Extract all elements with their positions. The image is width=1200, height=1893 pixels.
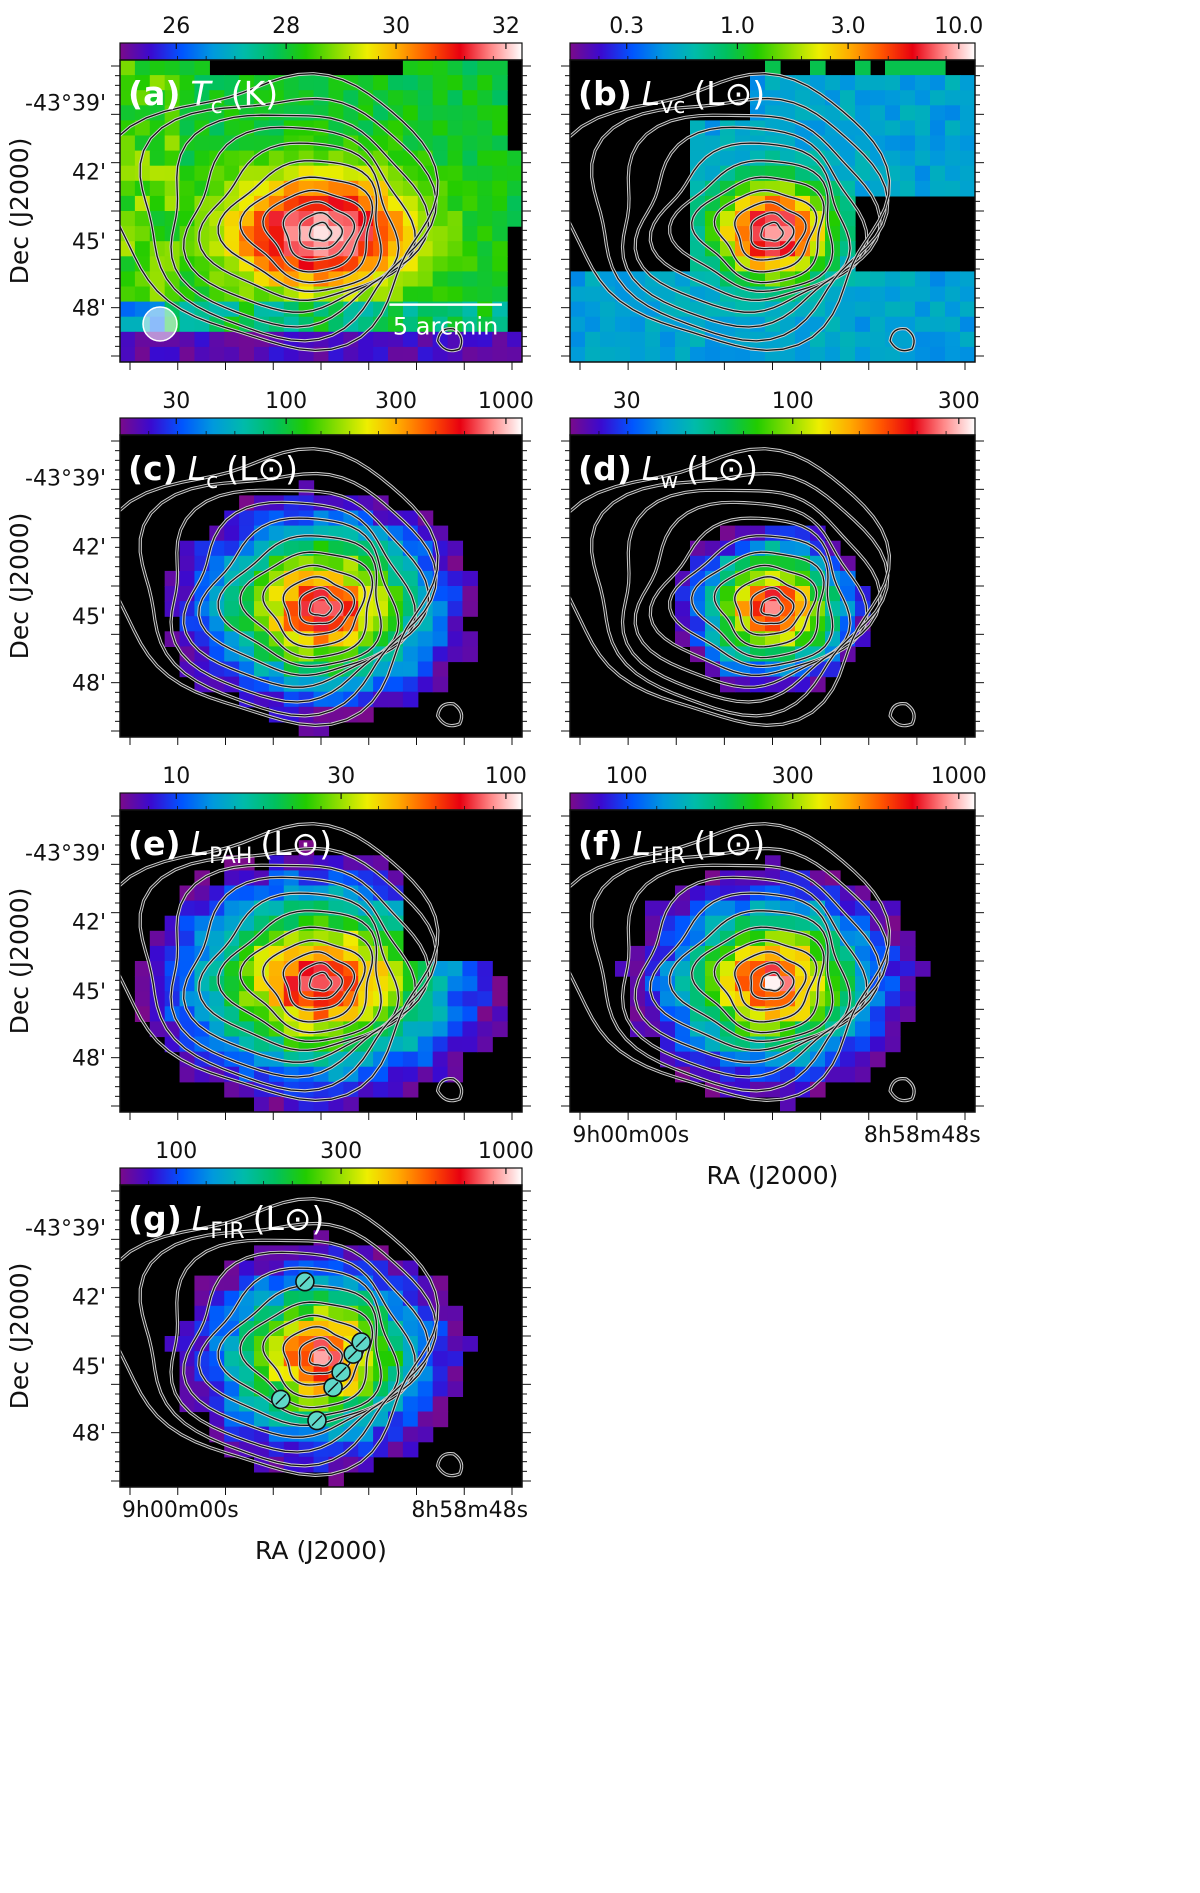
- colorbar-tick-label: 1000: [931, 764, 987, 789]
- panel-b: 0.3 1.0 3.0 10.0 (b) Lvc (L⊙): [561, 14, 984, 370]
- panel-c: 30 100 300 1000 (c) Lc (L⊙) -43°39' 42' 45' 48' Dec…: [5, 389, 534, 745]
- panel-a: 26 28 30 32 5 arcmin (a) Tc (K) -43°39' 42' 45' 48'…: [5, 14, 531, 370]
- dec-tick-label: 48': [72, 1422, 106, 1447]
- colorbar-tick-label: 100: [772, 389, 814, 414]
- dec-tick-label: 48': [72, 297, 106, 322]
- map-pixels-f: [570, 822, 931, 1112]
- ra-axis-title: RA (J2000): [255, 1536, 387, 1565]
- panel-title: (f) LFIR (L⊙): [578, 824, 765, 869]
- panel-title: (e) LPAH (L⊙): [128, 824, 332, 869]
- ra-axis-title: RA (J2000): [707, 1161, 839, 1190]
- colorbar-tick-label: 30: [327, 764, 355, 789]
- dec-axis-title: Dec (J2000): [5, 513, 34, 660]
- colorbar-tick-label: 32: [492, 14, 520, 39]
- dec-axis-title: Dec (J2000): [5, 1263, 34, 1410]
- panel-e: 10 30 100 (e) LPAH (L⊙) -43°39' 42' 45' 48' Dec (J…: [5, 764, 531, 1120]
- colorbar-tick-label: 10.0: [934, 14, 983, 39]
- dec-tick-label: 45': [72, 230, 106, 255]
- dec-tick-label: -43°39': [25, 466, 106, 491]
- colorbar-tick-label: 28: [272, 14, 300, 39]
- dec-tick-label: 42': [72, 1286, 106, 1311]
- colorbar-tick-label: 30: [382, 14, 410, 39]
- dec-tick-label: 45': [72, 605, 106, 630]
- colorbar-tick-label: 300: [938, 389, 980, 414]
- map-pixels-d: [570, 447, 916, 728]
- map-pixels-a: [120, 60, 522, 362]
- map-pixels-g: [120, 1197, 478, 1487]
- colorbar-tick-label: 100: [155, 1139, 197, 1164]
- map-pixels-b: [570, 60, 975, 362]
- colorbar-tick-label: 1.0: [720, 14, 755, 39]
- panel-title: (c) Lc (L⊙): [128, 449, 298, 494]
- colorbar-tick-label: 1000: [478, 1139, 534, 1164]
- ra-tick-label: 9h00m00s: [572, 1123, 689, 1148]
- colorbar-tick-label: 30: [162, 389, 190, 414]
- dec-tick-label: 42': [72, 911, 106, 936]
- ra-tick-label: 8h58m48s: [411, 1498, 528, 1523]
- colorbar-tick-label: 30: [613, 389, 641, 414]
- beam-circle: [142, 306, 178, 342]
- panel-f: 100 300 1000 (f) LFIR (L⊙) 9h00m00s 8h58m48s RA …: [561, 764, 987, 1190]
- dec-tick-label: 48': [72, 672, 106, 697]
- panel-g: 100 300 1000 (g) LFIR (L⊙) -43°39' 42' 45' 48' Dec…: [5, 1139, 534, 1565]
- colorbar-tick-label: 300: [375, 389, 417, 414]
- map-pixels-c: [120, 447, 478, 737]
- colorbar-tick-label: 26: [162, 14, 190, 39]
- colorbar-tick-label: 1000: [478, 389, 534, 414]
- map-pixels-e: [120, 822, 508, 1112]
- dec-tick-label: -43°39': [25, 841, 106, 866]
- dec-tick-label: -43°39': [25, 91, 106, 116]
- panel-title: (b) Lvc (L⊙): [578, 74, 765, 119]
- dec-axis-title: Dec (J2000): [5, 888, 34, 1035]
- panel-title: (g) LFIR (L⊙): [128, 1199, 324, 1244]
- dec-tick-label: 45': [72, 980, 106, 1005]
- panel-title: (a) Tc (K): [128, 74, 278, 119]
- colorbar-tick-label: 0.3: [609, 14, 644, 39]
- panel-d: 30 100 300 (d) Lw (L⊙): [561, 389, 984, 745]
- dec-tick-label: 45': [72, 1355, 106, 1380]
- panel-title: (d) Lw (L⊙): [578, 449, 758, 494]
- dec-axis-title: Dec (J2000): [5, 138, 34, 285]
- dec-tick-label: 42': [72, 161, 106, 186]
- dec-tick-label: -43°39': [25, 1216, 106, 1241]
- ra-tick-label: 9h00m00s: [122, 1498, 239, 1523]
- scale-bar-label: 5 arcmin: [393, 313, 498, 341]
- colorbar-tick-label: 10: [162, 764, 190, 789]
- colorbar-tick-label: 100: [265, 389, 307, 414]
- colorbar-tick-label: 100: [606, 764, 648, 789]
- colorbar-tick-label: 3.0: [831, 14, 866, 39]
- colorbar-tick-label: 100: [485, 764, 527, 789]
- colorbar-tick-label: 300: [772, 764, 814, 789]
- colorbar-tick-label: 300: [320, 1139, 362, 1164]
- dec-tick-label: 42': [72, 536, 106, 561]
- dec-tick-label: 48': [72, 1047, 106, 1072]
- ra-tick-label: 8h58m48s: [864, 1123, 981, 1148]
